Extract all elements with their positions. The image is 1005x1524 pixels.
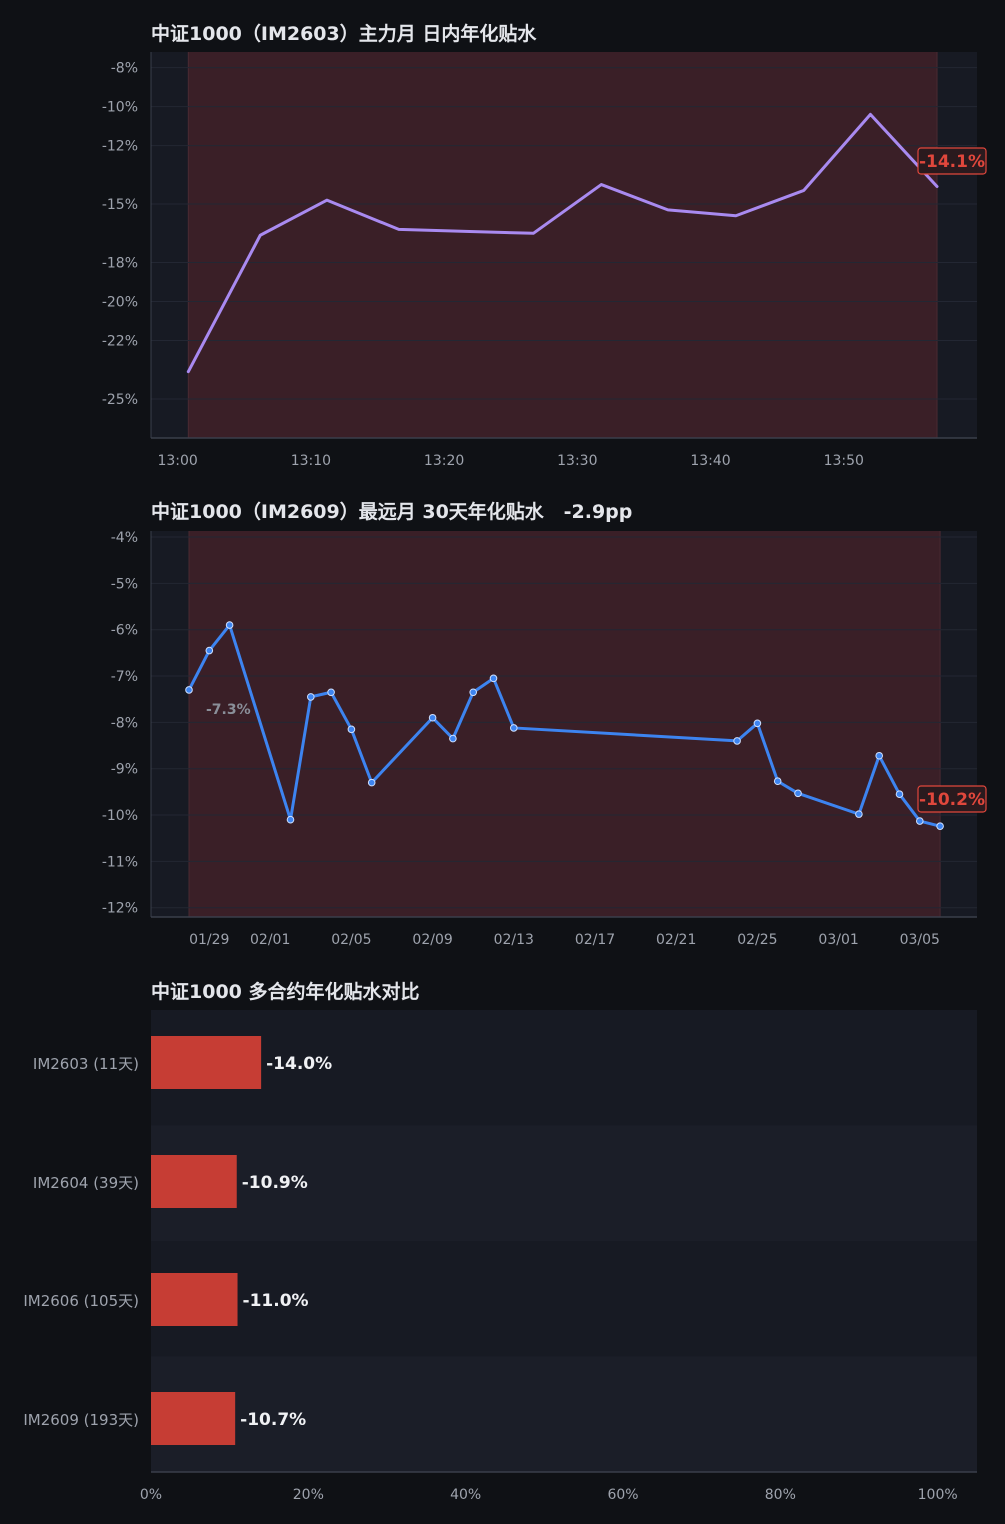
contracts-bar-chart: 0% 20% 40% 60% 80% 100% IM2603 (11天) -14.0% IM26… xyxy=(23,1010,977,1503)
data-point xyxy=(916,817,924,825)
daily-chart: -4% -5% -6% -7% -8% -9% -10% -11% -12% 01/29 02/01… xyxy=(102,530,987,948)
discount-band xyxy=(189,531,941,917)
row-band xyxy=(151,1125,977,1241)
y-tick-label: -15% xyxy=(102,197,138,213)
y-tick-label: -10% xyxy=(102,808,138,824)
end-value-label: -14.1% xyxy=(919,152,985,172)
x-tick-label: 13:10 xyxy=(291,453,331,469)
discount-bar xyxy=(151,1273,238,1326)
contracts-chart-title: 中证1000 多合约年化贴水对比 xyxy=(151,981,420,1003)
data-point xyxy=(895,790,904,799)
discount-bar xyxy=(151,1036,262,1089)
data-point xyxy=(347,725,356,734)
data-point xyxy=(205,646,214,655)
x-tick-label: 03/01 xyxy=(818,932,858,948)
data-point xyxy=(773,777,782,786)
y-tick-label: -20% xyxy=(102,295,138,311)
data-point xyxy=(367,778,376,787)
data-point xyxy=(428,713,437,722)
y-tick-label: -8% xyxy=(111,715,138,731)
x-tick-label: 01/29 xyxy=(189,932,229,948)
x-tick-label: 02/21 xyxy=(656,932,696,948)
x-tick-label: 02/09 xyxy=(412,932,452,948)
y-tick-label: -22% xyxy=(102,334,138,350)
x-tick-label: 40% xyxy=(450,1487,481,1503)
data-point xyxy=(307,693,315,701)
y-tick-label: -12% xyxy=(102,901,138,917)
bar-value-label: -14.0% xyxy=(266,1054,332,1074)
y-tick-label: -9% xyxy=(111,762,138,778)
x-tick-label: 02/13 xyxy=(494,932,534,948)
daily-discount-line xyxy=(187,623,942,828)
end-value-badge xyxy=(917,147,987,175)
bar-value-label: -11.0% xyxy=(243,1291,309,1311)
data-point xyxy=(489,674,498,683)
x-tick-label: 0% xyxy=(140,1487,162,1503)
intraday-chart: -8% -10% -12% -15% -18% -20% -22% -25% 13:00 13:1… xyxy=(102,52,987,469)
intraday-chart-title: 中证1000（IM2603）主力月 日内年化贴水 xyxy=(151,23,537,45)
y-tick-label: -7% xyxy=(111,669,138,685)
x-tick-label: 13:40 xyxy=(690,453,730,469)
x-tick-label: 13:00 xyxy=(157,453,197,469)
data-point xyxy=(875,751,884,760)
data-point xyxy=(733,737,741,745)
row-band xyxy=(151,1356,977,1472)
category-label: IM2609 (193天) xyxy=(23,1411,139,1429)
x-tick-label: 02/05 xyxy=(331,932,371,948)
data-point xyxy=(327,688,335,697)
daily-chart-title: 中证1000（IM2609）最远月 30天年化贴水 -2.9pp xyxy=(151,501,633,523)
bar-value-label: -10.7% xyxy=(240,1410,306,1430)
start-value-label: -7.3% xyxy=(206,702,251,718)
x-tick-label: 20% xyxy=(293,1487,324,1503)
discount-bar xyxy=(151,1155,237,1208)
y-tick-label: -10% xyxy=(102,100,138,116)
bar-value-label: -10.9% xyxy=(242,1173,308,1193)
data-point xyxy=(225,621,234,629)
data-point xyxy=(753,719,762,728)
y-tick-label: -4% xyxy=(111,530,138,546)
x-tick-label: 100% xyxy=(918,1487,958,1503)
category-label: IM2603 (11天) xyxy=(33,1055,139,1073)
category-label: IM2606 (105天) xyxy=(23,1292,139,1310)
end-value-label: -10.2% xyxy=(919,790,985,810)
y-tick-label: -6% xyxy=(111,623,138,639)
data-point xyxy=(469,688,478,697)
data-point xyxy=(449,734,457,743)
y-tick-label: -8% xyxy=(111,61,138,77)
data-point xyxy=(185,686,193,694)
y-tick-label: -18% xyxy=(102,256,138,272)
y-tick-label: -11% xyxy=(102,854,138,870)
discount-band xyxy=(188,52,938,438)
x-tick-label: 02/01 xyxy=(250,932,290,948)
data-point xyxy=(286,815,295,824)
x-tick-label: 13:30 xyxy=(557,453,597,469)
data-point xyxy=(855,810,863,818)
data-point xyxy=(936,822,944,830)
x-tick-label: 02/25 xyxy=(737,932,777,948)
discount-bar xyxy=(151,1392,236,1445)
end-value-badge xyxy=(917,785,987,813)
x-tick-label: 03/05 xyxy=(900,932,940,948)
x-tick-label: 13:50 xyxy=(824,453,864,469)
x-tick-label: 60% xyxy=(607,1487,638,1503)
y-tick-label: -5% xyxy=(111,576,138,592)
data-point xyxy=(510,724,518,732)
category-label: IM2604 (39天) xyxy=(33,1174,139,1192)
x-tick-label: 80% xyxy=(765,1487,796,1503)
y-tick-label: -25% xyxy=(102,392,138,408)
intraday-discount-line xyxy=(186,112,939,374)
data-point xyxy=(794,789,802,798)
y-tick-label: -12% xyxy=(102,139,138,155)
x-tick-label: 13:20 xyxy=(424,453,464,469)
x-tick-label: 02/17 xyxy=(575,932,615,948)
